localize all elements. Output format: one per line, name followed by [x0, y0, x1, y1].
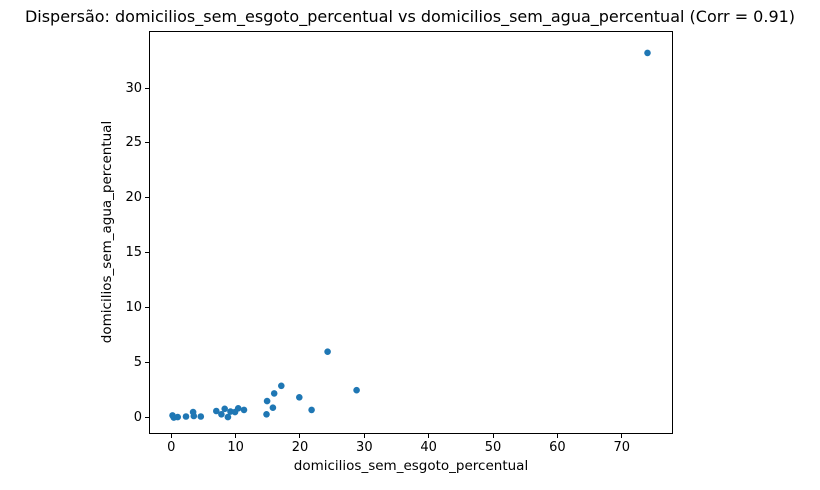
x-tick-label: 30 — [356, 440, 373, 455]
data-point — [263, 397, 271, 405]
data-point — [234, 405, 242, 412]
x-axis-label: domicilios_sem_esgoto_percentual — [293, 458, 529, 474]
scatter-points-layer — [169, 49, 651, 421]
x-tick-label: 50 — [484, 440, 502, 455]
plot-area — [149, 31, 673, 434]
data-point — [644, 49, 651, 57]
data-point — [221, 405, 228, 413]
x-tick-mark — [170, 434, 172, 438]
x-tick-mark — [621, 434, 623, 438]
x-tick-label: 0 — [167, 440, 176, 455]
data-point — [263, 411, 270, 418]
y-tick-label: 5 — [133, 355, 142, 371]
data-point — [324, 348, 331, 356]
x-tick-label: 70 — [613, 440, 631, 455]
x-tick-mark — [363, 434, 365, 438]
data-point — [213, 407, 220, 415]
x-tick-mark — [299, 434, 301, 438]
x-tick-label: 60 — [549, 440, 566, 455]
data-point — [174, 413, 181, 421]
data-point — [218, 411, 225, 418]
x-tick-mark — [492, 434, 494, 438]
data-point — [270, 390, 278, 397]
data-point — [182, 413, 190, 420]
x-tick-label: 40 — [420, 440, 437, 455]
data-point — [197, 413, 205, 420]
data-point — [278, 382, 285, 390]
data-point — [308, 406, 315, 414]
data-point — [224, 413, 232, 421]
x-tick-mark — [428, 434, 430, 438]
y-axis-label: domicilios_sem_agua_percentual — [99, 120, 115, 344]
y-tick-label: 30 — [125, 80, 142, 96]
x-tick-mark — [235, 434, 237, 438]
chart-title: Dispersão: domicilios_sem_esgoto_percent… — [24, 7, 796, 26]
data-point — [296, 394, 303, 401]
x-tick-label: 10 — [227, 440, 244, 455]
x-tick-mark — [556, 434, 558, 438]
data-point — [240, 406, 248, 414]
x-tick-label: 20 — [291, 440, 309, 455]
y-tick-label: 0 — [133, 410, 142, 426]
data-point — [269, 404, 277, 412]
data-point — [353, 386, 360, 394]
data-point — [190, 412, 198, 420]
